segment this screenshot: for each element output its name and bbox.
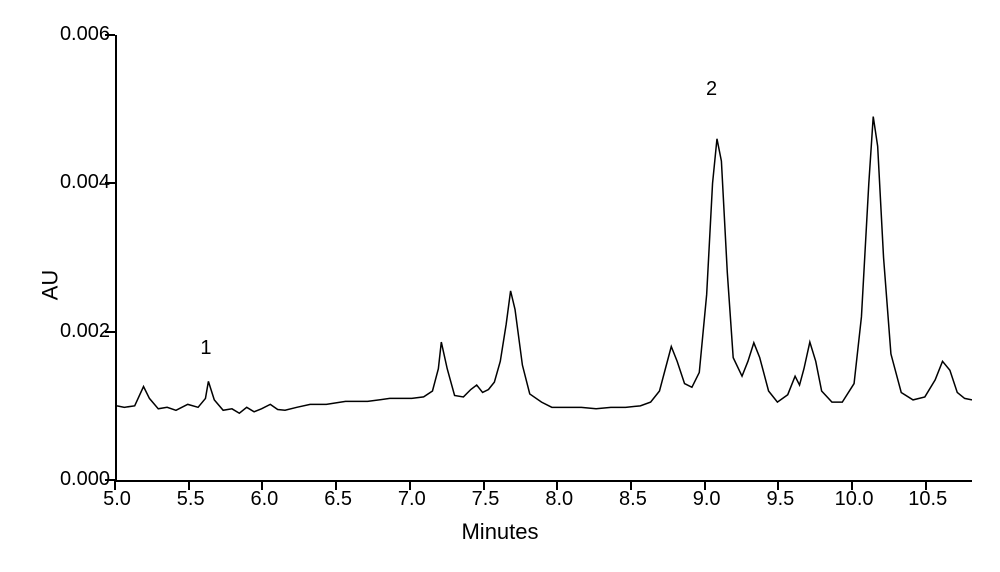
- y-tick-label: 0.004: [60, 171, 110, 194]
- y-tick-label: 0.006: [60, 23, 110, 46]
- peak-label: 1: [200, 337, 211, 360]
- x-tick-label: 6.0: [242, 488, 286, 511]
- x-tick-label: 8.5: [611, 488, 655, 511]
- chromatogram-trace: [117, 35, 972, 480]
- y-tick-label: 0.002: [60, 320, 110, 343]
- x-tick-label: 7.0: [390, 488, 434, 511]
- y-tick-mark: [105, 182, 115, 184]
- chromatogram-chart: AU Minutes 0.0000.0020.0040.006 5.05.56.…: [20, 20, 980, 550]
- x-tick-label: 9.5: [758, 488, 802, 511]
- x-tick-label: 8.0: [537, 488, 581, 511]
- x-tick-label: 5.0: [95, 488, 139, 511]
- peak-label: 2: [706, 78, 717, 101]
- y-tick-mark: [105, 34, 115, 36]
- y-tick-mark: [105, 331, 115, 333]
- x-tick-label: 10.5: [906, 488, 950, 511]
- x-tick-label: 6.5: [316, 488, 360, 511]
- plot-area: [115, 35, 972, 482]
- x-tick-label: 7.5: [464, 488, 508, 511]
- x-axis-label: Minutes: [461, 519, 538, 545]
- y-axis-label: AU: [37, 270, 63, 301]
- x-tick-label: 5.5: [169, 488, 213, 511]
- x-tick-label: 10.0: [832, 488, 876, 511]
- x-tick-label: 9.0: [685, 488, 729, 511]
